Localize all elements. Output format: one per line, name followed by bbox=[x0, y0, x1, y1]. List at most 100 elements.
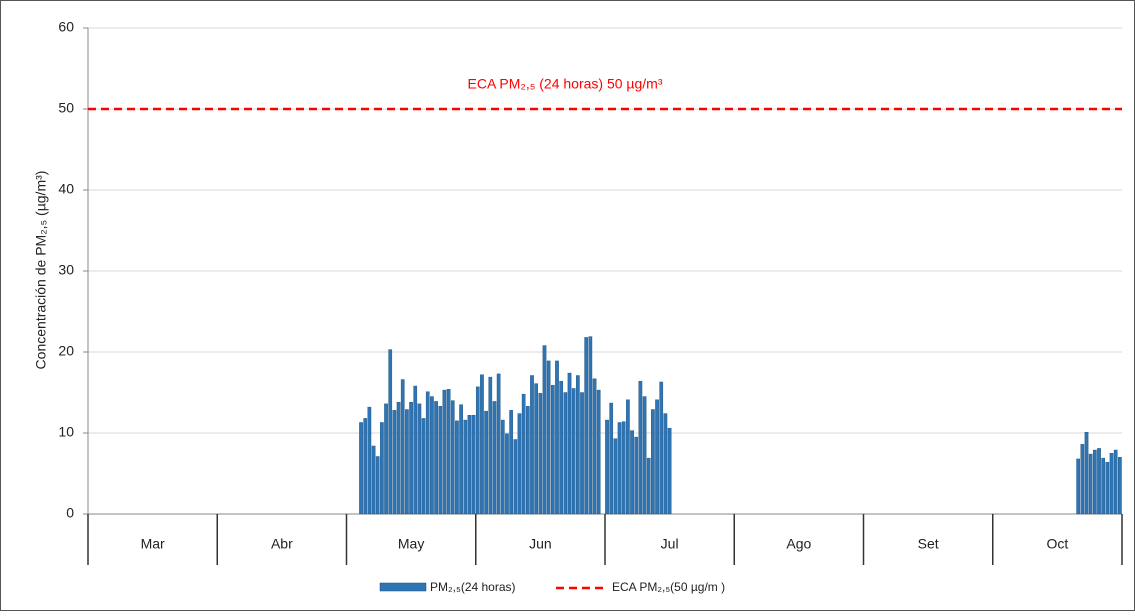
x-tick-label: Abr bbox=[271, 536, 293, 552]
bar bbox=[567, 372, 572, 515]
bar bbox=[563, 392, 568, 515]
bar bbox=[580, 392, 584, 515]
bar bbox=[659, 381, 664, 515]
bar bbox=[530, 375, 534, 515]
bar bbox=[1118, 457, 1122, 515]
x-tick-label: Jun bbox=[529, 536, 552, 552]
bar bbox=[425, 391, 430, 515]
bar bbox=[655, 399, 659, 515]
bar bbox=[455, 420, 459, 515]
bar bbox=[663, 413, 668, 515]
y-tick-label: 60 bbox=[58, 19, 74, 35]
bar bbox=[596, 389, 601, 515]
bar bbox=[534, 383, 538, 515]
bar bbox=[525, 406, 530, 515]
bar bbox=[609, 402, 614, 515]
bar bbox=[571, 388, 576, 515]
bar bbox=[1080, 444, 1085, 515]
bar bbox=[1101, 457, 1106, 515]
legend-swatch bbox=[379, 582, 427, 592]
y-tick-label: 0 bbox=[66, 505, 74, 521]
bar bbox=[500, 419, 505, 515]
x-tick-label: Oct bbox=[1046, 536, 1068, 552]
x-tick-label: Ago bbox=[786, 536, 811, 552]
bar bbox=[359, 422, 363, 515]
y-tick-label: 10 bbox=[58, 424, 74, 440]
bar bbox=[1105, 461, 1110, 515]
bar bbox=[651, 409, 655, 515]
bar bbox=[392, 410, 397, 515]
bar bbox=[367, 406, 372, 515]
bar bbox=[642, 396, 647, 515]
bar bbox=[388, 349, 393, 515]
bar bbox=[442, 389, 447, 515]
bar bbox=[1084, 431, 1089, 515]
bar bbox=[1097, 448, 1101, 515]
bar bbox=[630, 430, 634, 515]
bar bbox=[1113, 449, 1118, 515]
bar bbox=[375, 456, 380, 515]
bar bbox=[400, 379, 405, 515]
bar bbox=[646, 457, 651, 515]
x-tick-label: Set bbox=[918, 536, 939, 552]
x-tick-label: May bbox=[398, 536, 424, 552]
bar bbox=[421, 418, 426, 515]
bar bbox=[559, 380, 564, 515]
bar bbox=[430, 396, 434, 515]
x-tick-label: Mar bbox=[141, 536, 165, 552]
bar bbox=[517, 413, 522, 515]
bar bbox=[409, 402, 413, 515]
bar bbox=[555, 360, 559, 515]
bar bbox=[475, 386, 480, 515]
bar bbox=[613, 438, 618, 515]
bar bbox=[438, 406, 443, 515]
bar bbox=[396, 402, 401, 515]
y-tick-label: 40 bbox=[58, 181, 74, 197]
bar bbox=[417, 403, 422, 515]
bar bbox=[371, 445, 376, 515]
bar bbox=[459, 404, 463, 515]
bar bbox=[496, 373, 501, 515]
y-tick-label: 30 bbox=[58, 262, 74, 278]
bar bbox=[450, 400, 455, 515]
bar bbox=[634, 436, 639, 515]
bar bbox=[621, 421, 626, 515]
y-tick-label: 20 bbox=[58, 343, 74, 359]
bar bbox=[626, 399, 630, 515]
bar bbox=[1088, 453, 1093, 515]
bar bbox=[538, 393, 543, 515]
bar bbox=[550, 385, 555, 515]
bar bbox=[446, 389, 451, 515]
bar bbox=[542, 345, 547, 515]
bar bbox=[584, 337, 589, 515]
bar bbox=[405, 409, 409, 515]
bar bbox=[521, 393, 526, 515]
bar bbox=[617, 422, 622, 515]
bar bbox=[380, 422, 384, 515]
annotation: ECA PM₂,₅ (24 horas) 50 µg/m³ bbox=[468, 76, 663, 92]
bar bbox=[1076, 458, 1081, 515]
bar bbox=[546, 360, 551, 515]
bar bbox=[471, 414, 476, 515]
bar bbox=[463, 419, 468, 515]
bar bbox=[588, 336, 593, 515]
y-axis-label: Concentración de PM₂,₅ (µg/m³) bbox=[33, 171, 49, 370]
bar bbox=[605, 419, 609, 515]
legend-label: PM₂,₅(24 horas) bbox=[430, 580, 516, 594]
bar bbox=[480, 374, 484, 515]
legend-label: ECA PM₂,₅(50 µg/m ) bbox=[612, 580, 725, 594]
bar bbox=[1093, 449, 1097, 515]
bar bbox=[413, 385, 418, 515]
bar bbox=[505, 433, 509, 515]
bar bbox=[363, 418, 368, 515]
bar bbox=[509, 410, 513, 515]
bar bbox=[638, 380, 643, 515]
bar bbox=[513, 439, 518, 515]
y-tick-label: 50 bbox=[58, 100, 74, 116]
bar bbox=[1109, 453, 1114, 515]
bar bbox=[434, 401, 438, 515]
x-tick-label: Jul bbox=[661, 536, 679, 552]
bar bbox=[492, 401, 497, 515]
